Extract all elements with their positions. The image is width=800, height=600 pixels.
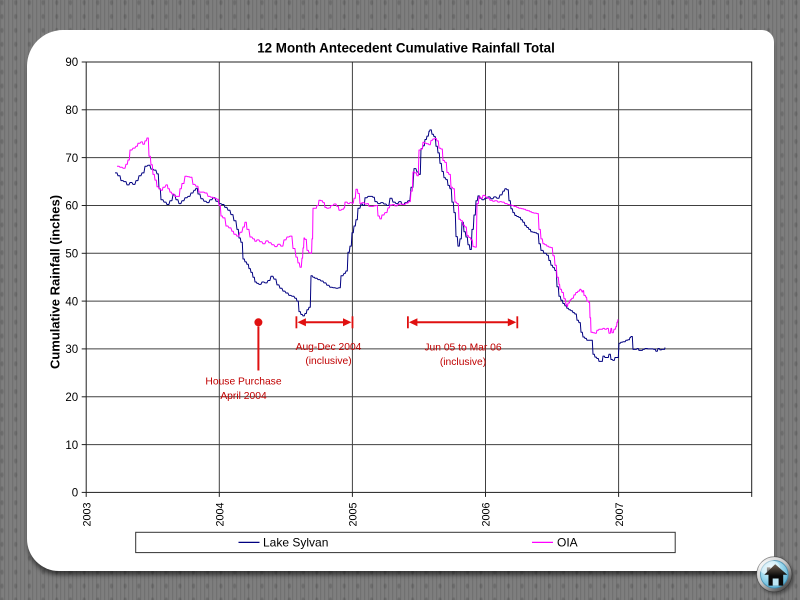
- svg-text:40: 40: [65, 296, 78, 308]
- svg-text:12 Month Antecedent Cumulative: 12 Month Antecedent Cumulative Rainfall …: [257, 41, 555, 56]
- svg-text:60: 60: [65, 201, 78, 213]
- svg-text:2007: 2007: [614, 503, 626, 527]
- svg-text:90: 90: [65, 57, 78, 69]
- svg-text:House Purchase: House Purchase: [205, 377, 281, 388]
- svg-text:April 2004: April 2004: [220, 391, 267, 402]
- svg-text:20: 20: [65, 392, 78, 404]
- svg-text:30: 30: [65, 344, 78, 356]
- svg-text:2004: 2004: [215, 503, 227, 527]
- svg-text:(inclusive): (inclusive): [440, 357, 486, 368]
- svg-text:2005: 2005: [348, 503, 360, 527]
- svg-text:70: 70: [65, 153, 78, 165]
- svg-text:(inclusive): (inclusive): [305, 356, 351, 367]
- svg-text:80: 80: [65, 105, 78, 117]
- svg-text:0: 0: [72, 488, 78, 500]
- svg-text:Aug-Dec 2004: Aug-Dec 2004: [296, 342, 362, 353]
- svg-text:2006: 2006: [481, 503, 493, 527]
- svg-text:Lake Sylvan: Lake Sylvan: [263, 536, 328, 550]
- svg-text:10: 10: [65, 440, 78, 452]
- svg-text:2003: 2003: [81, 503, 93, 527]
- svg-text:50: 50: [65, 249, 78, 261]
- svg-text:OIA: OIA: [557, 536, 578, 550]
- svg-text:Cumulative Rainfall (inches): Cumulative Rainfall (inches): [48, 195, 63, 369]
- svg-text:Jun 05 to Mar 06: Jun 05 to Mar 06: [424, 343, 502, 354]
